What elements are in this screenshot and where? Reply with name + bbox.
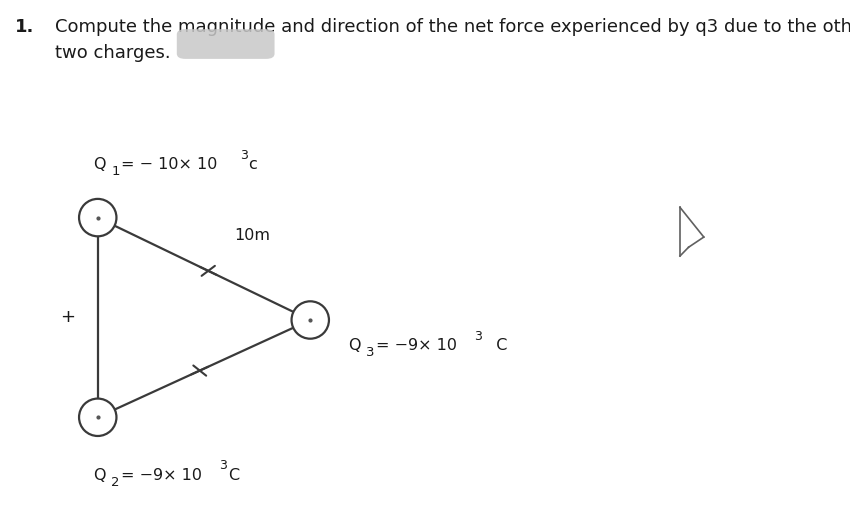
Text: Q: Q — [348, 338, 361, 353]
Text: C: C — [486, 338, 507, 353]
Text: = − 10× 10: = − 10× 10 — [121, 157, 217, 172]
Text: 1.: 1. — [15, 18, 35, 36]
Ellipse shape — [79, 199, 116, 237]
Text: 2: 2 — [111, 476, 120, 489]
Text: Q: Q — [94, 157, 106, 172]
Ellipse shape — [292, 301, 329, 339]
Text: 3: 3 — [366, 347, 375, 359]
Text: c: c — [248, 157, 257, 172]
FancyBboxPatch shape — [177, 29, 275, 59]
Text: two charges.: two charges. — [55, 44, 171, 61]
Text: 10m: 10m — [234, 227, 269, 243]
Text: = −9× 10: = −9× 10 — [376, 338, 456, 353]
Text: 1: 1 — [111, 165, 120, 178]
Text: 3: 3 — [240, 150, 247, 162]
Text: C: C — [228, 468, 239, 483]
Text: 3: 3 — [474, 330, 482, 343]
Ellipse shape — [79, 398, 116, 436]
Text: Compute the magnitude and direction of the net force experienced by q3 due to th: Compute the magnitude and direction of t… — [55, 18, 850, 36]
Text: +: + — [60, 308, 76, 327]
Text: Q: Q — [94, 468, 106, 483]
Text: = −9× 10: = −9× 10 — [121, 468, 201, 483]
Text: 3: 3 — [219, 459, 227, 472]
